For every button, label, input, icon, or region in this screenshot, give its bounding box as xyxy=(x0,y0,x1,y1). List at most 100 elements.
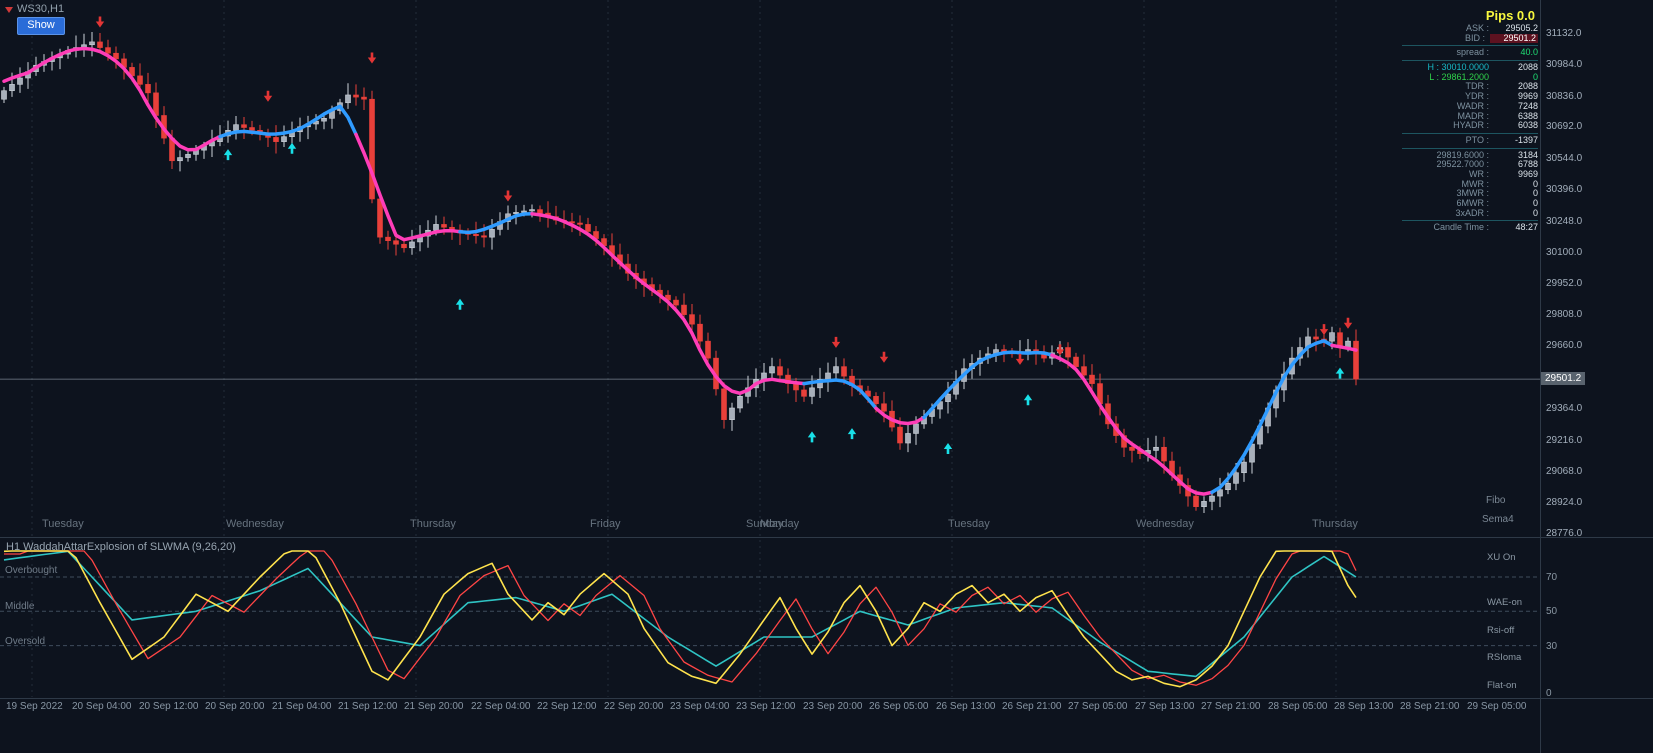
quote-row-value: 0 xyxy=(1532,178,1538,189)
candle-body xyxy=(1233,472,1239,484)
price-axis-tick: 30836.0 xyxy=(1546,91,1583,102)
quote-row-value: 48:27 xyxy=(1515,222,1538,233)
chart-canvas[interactable] xyxy=(0,0,1540,753)
candle-body xyxy=(1241,461,1247,474)
candle-body xyxy=(113,52,119,60)
candle-body xyxy=(369,98,375,200)
quote-row: 6MWR : 0 xyxy=(1402,198,1539,209)
candle-body xyxy=(513,212,519,215)
candle-body xyxy=(145,84,151,94)
quote-row-label: 3xADR : xyxy=(1455,207,1489,218)
ma-line-up-segment xyxy=(1210,339,1334,495)
candle-body xyxy=(377,198,383,238)
candle-body xyxy=(697,323,703,342)
quote-row-label: 6MWR : xyxy=(1456,198,1490,208)
quote-row: MWR : 0 xyxy=(1402,178,1539,190)
candle-body xyxy=(585,224,591,232)
buy-arrow-icon xyxy=(287,142,297,154)
indicator-status-label: WAE-on xyxy=(1487,597,1523,608)
quote-row-value: 6388 xyxy=(1517,110,1538,121)
time-axis-label: 28 Sep 21:00 xyxy=(1400,701,1460,712)
candle-body xyxy=(841,366,847,377)
day-label: Tuesday xyxy=(948,518,990,530)
candle-body xyxy=(1353,340,1359,380)
quote-row-value: 7248 xyxy=(1517,100,1538,111)
price-axis-tick: 30692.0 xyxy=(1546,121,1583,132)
candle-body xyxy=(521,210,527,213)
price-axis-tick: 28776.0 xyxy=(1546,528,1583,539)
time-axis-label: 27 Sep 05:00 xyxy=(1068,701,1128,712)
day-label: Thursday xyxy=(410,518,456,530)
candle-body xyxy=(281,136,287,142)
time-axis-label: 19 Sep 2022 xyxy=(6,701,63,712)
candle-body xyxy=(1217,489,1223,497)
candle-body xyxy=(537,209,543,214)
quote-panel: ASK : 29505.2 BID : 29501.2 spread : 40.0 H : … xyxy=(1402,23,1539,233)
quote-row: Candle Time : 48:27 xyxy=(1402,223,1538,233)
time-axis-label: 29 Sep 05:00 xyxy=(1467,701,1527,712)
sell-arrow-icon xyxy=(367,52,377,64)
sell-arrow-icon xyxy=(1015,353,1025,365)
ma-line-down-segment xyxy=(354,132,462,242)
candle-body xyxy=(809,387,815,397)
candle-body xyxy=(433,224,439,231)
quote-row: 3xADR : 0 xyxy=(1402,207,1538,219)
candle-body xyxy=(729,407,735,420)
candle-body xyxy=(1329,332,1335,342)
buy-arrow-icon xyxy=(807,431,817,443)
ma-line-down-segment xyxy=(874,406,926,426)
quote-row-label: H : 30010.0000 xyxy=(1427,62,1489,73)
ma-line-down-segment xyxy=(1050,353,1214,496)
time-axis-label: 22 Sep 12:00 xyxy=(537,701,597,712)
quote-row-value: 0 xyxy=(1532,198,1538,208)
ma-line-down-segment xyxy=(1330,343,1358,352)
day-label: Wednesday xyxy=(1136,518,1194,530)
quote-row-value: 0 xyxy=(1532,188,1538,199)
candle-body xyxy=(353,94,359,98)
show-button[interactable]: Show xyxy=(17,17,65,35)
candle-body xyxy=(705,340,711,359)
quote-row: 3MWR : 0 xyxy=(1402,188,1539,199)
oscillator-level-label: Oversold xyxy=(5,636,46,647)
price-axis-tick: 29068.0 xyxy=(1546,466,1583,477)
candle-body xyxy=(233,124,239,131)
indicator-axis-tick: 50 xyxy=(1546,606,1558,617)
time-axis-label: 21 Sep 12:00 xyxy=(338,701,398,712)
quote-row-value: 9969 xyxy=(1517,168,1538,179)
quote-row-label: L : 29861.2000 xyxy=(1429,71,1489,82)
quote-row: spread : 40.0 xyxy=(1402,48,1538,58)
pane-divider[interactable] xyxy=(0,537,1653,538)
candle-body xyxy=(801,389,807,397)
price-axis-tick: 31132.0 xyxy=(1546,28,1582,39)
quote-row-value: 6788 xyxy=(1517,159,1538,170)
candle-body xyxy=(529,209,535,212)
indicator-title: H1 WaddahAttarExplosion of SLWMA (9,26,2… xyxy=(6,541,236,553)
candle-body xyxy=(825,372,831,380)
candle-body xyxy=(1073,356,1079,367)
candle-body xyxy=(241,124,247,128)
quote-row-label: WR : xyxy=(1469,168,1489,179)
quote-row: YDR : 9969 xyxy=(1402,91,1538,102)
price-axis-separator xyxy=(1540,0,1541,753)
buy-arrow-icon xyxy=(847,428,857,440)
indicator-status-label: Flat-on xyxy=(1487,680,1517,691)
candle-body xyxy=(1153,446,1159,451)
time-axis-label: 23 Sep 12:00 xyxy=(736,701,796,712)
candle-body xyxy=(321,118,327,122)
quote-panel-rule xyxy=(1402,45,1538,47)
time-axis-label: 26 Sep 21:00 xyxy=(1002,701,1062,712)
candle-body xyxy=(769,366,775,374)
day-label: Friday xyxy=(590,518,621,530)
candle-body xyxy=(577,222,583,225)
sell-arrow-icon xyxy=(503,190,513,202)
time-axis-label: 20 Sep 20:00 xyxy=(205,701,265,712)
candle-body xyxy=(185,154,191,158)
quote-row-label: TDR : xyxy=(1465,81,1490,92)
quote-row-label: MWR : xyxy=(1461,178,1490,189)
candle-body xyxy=(905,433,911,444)
day-label: Sunday xyxy=(746,518,784,530)
ma-line-up-segment xyxy=(218,104,358,139)
price-axis-tick: 30396.0 xyxy=(1546,184,1583,195)
candle-body xyxy=(473,234,479,237)
quote-row-value: 2088 xyxy=(1517,81,1538,92)
